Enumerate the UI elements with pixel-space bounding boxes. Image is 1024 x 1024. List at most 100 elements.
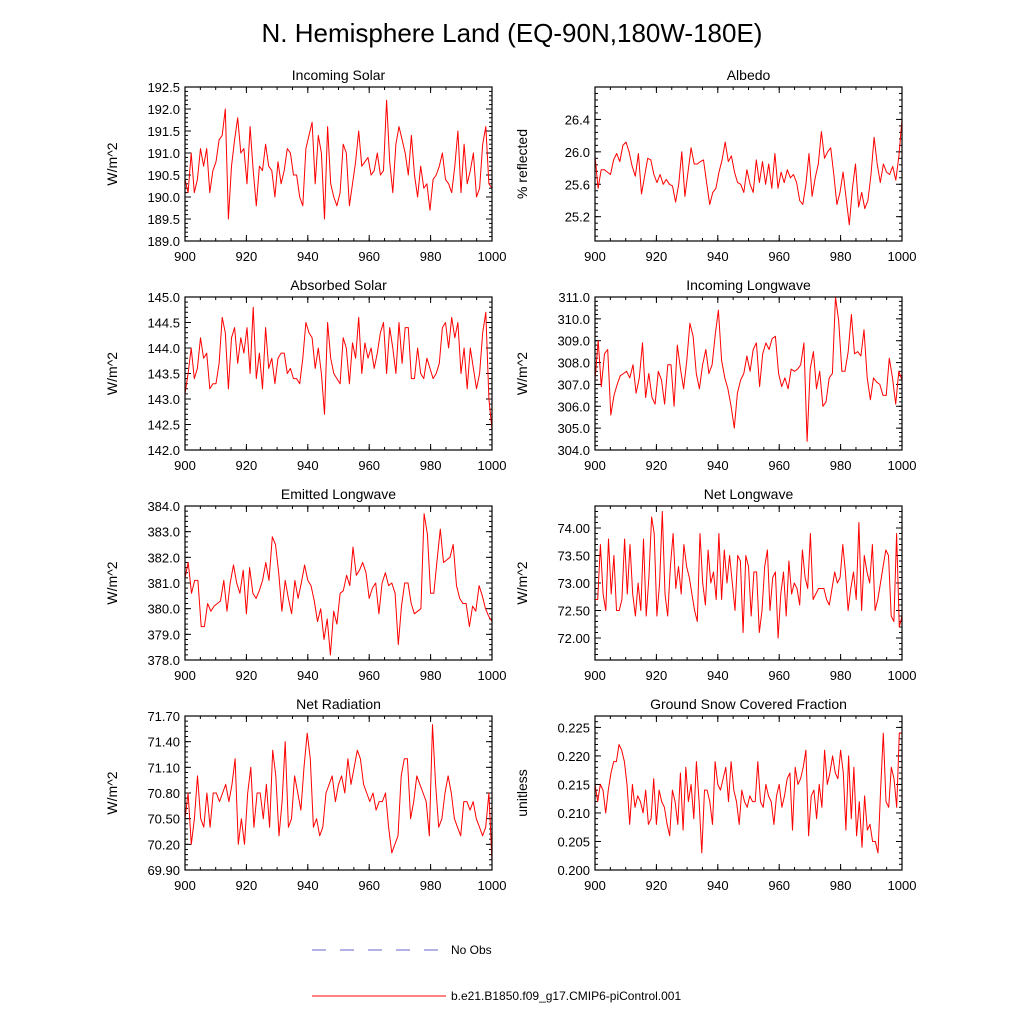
y-tick-label: 70.80 — [147, 786, 180, 801]
y-axis-label: W/m^2 — [104, 561, 120, 604]
y-tick-label: 145.0 — [147, 290, 180, 305]
x-tick-label: 900 — [174, 458, 196, 473]
x-tick-label: 940 — [297, 668, 319, 683]
figure-title: N. Hemisphere Land (EQ-90N,180W-180E) — [262, 18, 763, 48]
y-tick-label: 382.0 — [147, 550, 180, 565]
x-tick-label: 920 — [236, 458, 258, 473]
y-tick-label: 70.20 — [147, 837, 180, 852]
panel-5: Emitted Longwave W/m^2 900 920 940 960 980 1000… — [104, 486, 506, 683]
x-tick-label: 940 — [297, 878, 319, 893]
series-line — [594, 732, 902, 854]
x-tick-label: 960 — [768, 878, 790, 893]
y-tick-label: 72.50 — [557, 604, 590, 619]
x-tick-label: 960 — [358, 249, 380, 264]
series-line — [595, 511, 903, 639]
x-tick-label: 1000 — [888, 249, 917, 264]
y-tick-label: 26.0 — [565, 145, 590, 160]
x-tick-label: 900 — [174, 878, 196, 893]
panel-title: Albedo — [727, 67, 771, 83]
y-tick-label: 142.5 — [147, 418, 180, 433]
y-axis-label: W/m^2 — [104, 142, 120, 185]
y-axis-label: W/m^2 — [104, 352, 120, 395]
panel-title: Incoming Longwave — [686, 277, 811, 293]
y-tick-label: 70.50 — [147, 812, 180, 827]
x-tick-label: 980 — [830, 249, 852, 264]
series-line — [594, 296, 903, 442]
x-tick-label: 1000 — [478, 878, 507, 893]
y-tick-label: 189.0 — [147, 234, 180, 249]
x-tick-label: 940 — [297, 458, 319, 473]
x-tick-label: 1000 — [478, 668, 507, 683]
y-tick-label: 73.00 — [557, 576, 590, 591]
x-tick-label: 960 — [768, 668, 790, 683]
x-tick-label: 920 — [646, 458, 668, 473]
x-tick-label: 1000 — [888, 458, 917, 473]
y-tick-label: 144.0 — [147, 341, 180, 356]
x-tick-label: 900 — [174, 249, 196, 264]
panel-8: Ground Snow Covered Fraction unitless 900 9… — [514, 696, 916, 893]
y-tick-label: 306.0 — [557, 399, 590, 414]
y-tick-label: 0.220 — [557, 749, 590, 764]
panel-7: Net Radiation W/m^2 900 920 940 960 980 1000 69.… — [104, 696, 506, 893]
x-tick-label: 900 — [584, 458, 606, 473]
y-tick-label: 311.0 — [558, 290, 590, 305]
panel-title: Net Radiation — [296, 696, 381, 712]
y-tick-label: 71.40 — [147, 735, 180, 750]
x-tick-label: 900 — [174, 668, 196, 683]
x-tick-label: 920 — [236, 668, 258, 683]
series-line — [184, 724, 493, 862]
y-tick-label: 379.0 — [147, 627, 180, 642]
legend-label-model: b.e21.B1850.f09_g17.CMIP6-piControl.001 — [451, 989, 681, 1003]
y-tick-label: 142.0 — [147, 443, 180, 458]
series-line — [594, 119, 903, 226]
y-tick-label: 71.10 — [147, 760, 180, 775]
x-tick-label: 980 — [420, 458, 442, 473]
x-tick-label: 980 — [830, 458, 852, 473]
y-tick-label: 383.0 — [147, 525, 180, 540]
legend-label-no-obs: No Obs — [451, 943, 492, 957]
legend: No Obs b.e21.B1850.f09_g17.CMIP6-piContr… — [312, 943, 681, 1003]
y-tick-label: 0.205 — [557, 834, 590, 849]
plot-frame — [594, 505, 903, 661]
y-tick-label: 69.90 — [147, 863, 180, 878]
x-tick-label: 940 — [707, 249, 729, 264]
x-tick-label: 960 — [768, 249, 790, 264]
x-tick-label: 960 — [358, 458, 380, 473]
x-tick-label: 960 — [358, 668, 380, 683]
y-tick-label: 384.0 — [147, 499, 180, 514]
x-tick-label: 980 — [420, 878, 442, 893]
y-tick-label: 305.0 — [557, 421, 590, 436]
y-tick-label: 26.4 — [565, 112, 590, 127]
y-tick-label: 189.5 — [147, 212, 180, 227]
y-tick-label: 0.215 — [557, 777, 590, 792]
x-tick-label: 1000 — [888, 878, 917, 893]
series-line — [184, 99, 493, 220]
y-tick-label: 309.0 — [557, 334, 590, 349]
y-tick-label: 304.0 — [557, 443, 590, 458]
y-tick-label: 192.0 — [147, 102, 180, 117]
panel-1: Incoming Solar W/m^2 900 920 940 960 980 1000 18… — [104, 67, 506, 264]
x-tick-label: 980 — [420, 668, 442, 683]
x-tick-label: 940 — [707, 878, 729, 893]
y-tick-label: 143.0 — [147, 392, 180, 407]
x-tick-label: 920 — [646, 878, 668, 893]
y-tick-label: 380.0 — [147, 602, 180, 617]
panel-title: Net Longwave — [704, 486, 794, 502]
plot-frame — [184, 296, 493, 451]
y-tick-label: 143.5 — [147, 367, 180, 382]
y-tick-label: 192.5 — [147, 80, 180, 95]
x-tick-label: 1000 — [478, 249, 507, 264]
panels: Incoming Solar W/m^2 900 920 940 960 980 1000 18… — [104, 67, 916, 893]
series-line — [184, 306, 493, 430]
x-tick-label: 1000 — [478, 458, 507, 473]
x-tick-label: 940 — [297, 249, 319, 264]
panel-4: Incoming Longwave W/m^2 900 920 940 960 980 100… — [514, 277, 916, 473]
x-tick-label: 940 — [707, 668, 729, 683]
x-tick-label: 900 — [584, 878, 606, 893]
x-tick-label: 940 — [707, 458, 729, 473]
y-tick-label: 190.0 — [147, 190, 180, 205]
panel-2: Albedo % reflected 900 920 940 960 980 1000 25.2… — [514, 67, 916, 264]
plot-frame — [184, 715, 493, 871]
y-tick-label: 308.0 — [557, 356, 590, 371]
